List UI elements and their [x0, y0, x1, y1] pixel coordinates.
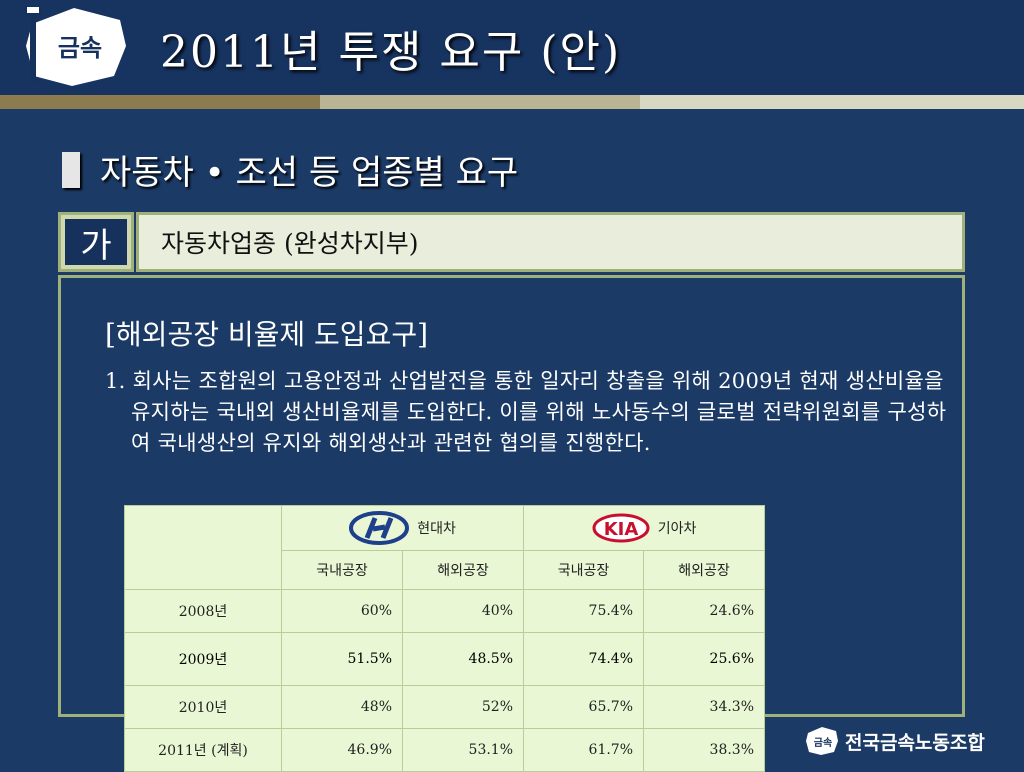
page-title: 2011년 투쟁 요구 (안) [160, 27, 622, 78]
table-row: 2011년 (계획) 46.9% 53.1% 61.7% 38.3% [124, 728, 766, 772]
value-cell: 61.7% [523, 728, 645, 772]
brand-cell-kia: KIA 기아차 [523, 505, 766, 551]
table-row-highlighted: 2009년 51.5% 48.5% 74.4% 25.6% [124, 632, 766, 686]
value-cell: 38.3% [643, 728, 766, 772]
subheader-cell: 국내공장 [523, 550, 645, 590]
subheading-text: 자동차업종 (완성차지부) [161, 229, 419, 258]
footer-org: 금속 전국금속노동조합 [805, 726, 985, 756]
table-row: 2010년 48% 52% 65.7% 34.3% [124, 685, 766, 729]
header-stripe-3 [640, 95, 1024, 109]
brand-name-kia: 기아차 [657, 521, 697, 537]
kia-logo-icon: KIA [592, 513, 650, 543]
union-logo-text: 금속 [58, 34, 102, 62]
table-row: 2008년 60% 40% 75.4% 24.6% [124, 589, 766, 633]
value-cell: 46.9% [281, 728, 403, 772]
table-subheader-row: 국내공장 해외공장 국내공장 해외공장 [125, 550, 766, 590]
union-logo-icon: 금속 [25, 6, 126, 86]
section-tag: 가 [58, 212, 134, 272]
value-cell: 65.7% [523, 685, 645, 729]
subheading-box: 자동차업종 (완성차지부) [136, 212, 965, 272]
value-cell: 60% [281, 589, 403, 633]
value-cell: 24.6% [643, 589, 766, 633]
header-bar: 금속 2011년 투쟁 요구 (안) [0, 0, 1024, 95]
org-logo-icon: 금속 [806, 727, 838, 755]
year-cell: 2010년 [124, 685, 282, 729]
hyundai-logo-icon [349, 511, 410, 545]
header-stripe-1 [0, 95, 320, 109]
value-cell: 53.1% [401, 728, 525, 772]
section-heading-text: 자동차 • 조선 등 업종별 요구 [100, 153, 519, 193]
subheader-cell: 국내공장 [281, 550, 403, 590]
requirement-body: 1. 회사는 조합원의 고용안정과 산업발전을 통한 일자리 창출을 위해 20… [105, 369, 947, 455]
section-tag-label: 가 [65, 219, 127, 266]
table-corner-cell [124, 505, 282, 590]
subheader-cell: 해외공장 [401, 550, 525, 590]
value-cell: 48.5% [401, 632, 525, 686]
value-cell: 40% [401, 589, 525, 633]
value-cell: 48% [281, 685, 403, 729]
year-cell: 2008년 [124, 589, 282, 633]
year-cell: 2011년 (계획) [124, 728, 282, 772]
value-cell: 34.3% [643, 685, 766, 729]
year-cell: 2009년 [124, 632, 282, 686]
value-cell: 51.5% [281, 632, 403, 686]
square-bullet-icon [62, 151, 80, 188]
requirement-title: [해외공장 비율제 도입요구] [105, 318, 429, 351]
value-cell: 74.4% [523, 632, 645, 686]
table-brand-row: 현대차 KIA 기아차 [124, 505, 766, 590]
value-cell: 52% [401, 685, 525, 729]
value-cell: 75.4% [523, 589, 645, 633]
header-stripe-2 [320, 95, 640, 109]
value-cell: 25.6% [643, 632, 766, 686]
kia-logo-text: KIA [603, 519, 638, 540]
org-logo-text: 금속 [814, 737, 832, 749]
section-heading: 자동차 • 조선 등 업종별 요구 [62, 145, 518, 194]
brand-cell-hyundai: 현대차 [280, 505, 525, 551]
brand-name-hyundai: 현대차 [417, 521, 456, 537]
subheader-cell: 해외공장 [643, 550, 766, 590]
org-name: 전국금속노동조합 [845, 731, 985, 754]
production-ratio-table: 현대차 KIA 기아차 국내공장 해외공장 국내공장 해외공장 2008년 60… [124, 505, 766, 772]
